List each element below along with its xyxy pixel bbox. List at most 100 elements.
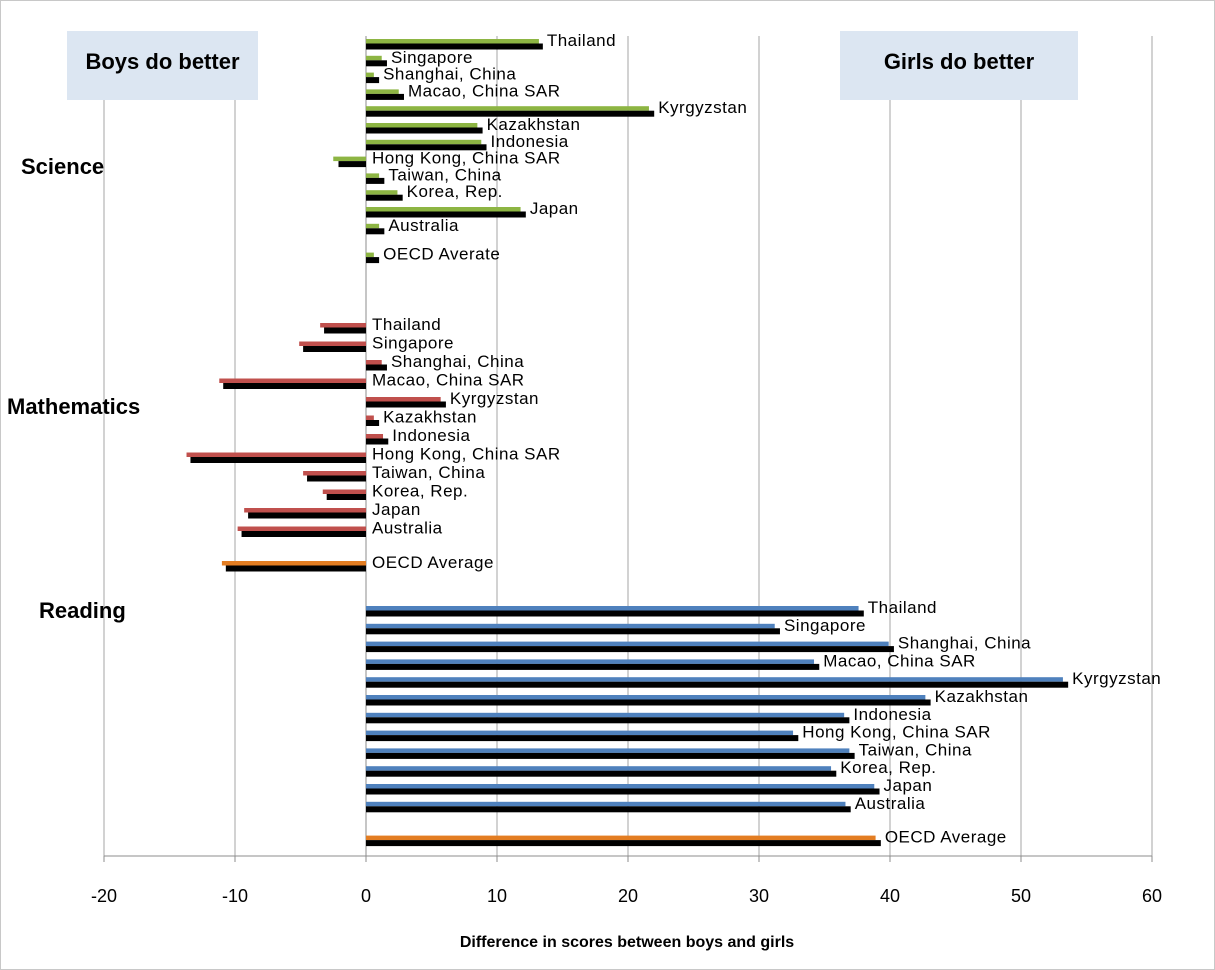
bar-label-mathematics-singapore: Singapore [372, 334, 454, 353]
bar-reading-kazakhstan-colored [366, 695, 926, 700]
x-tick-label: 40 [880, 886, 900, 906]
bar-label-reading-singapore: Singapore [784, 616, 866, 635]
bar-reading-shanghai-china-colored [366, 641, 889, 647]
bar-label-reading-shanghai-china: Shanghai, China [898, 634, 1031, 653]
bar-label-science-taiwan-china: Taiwan, China [388, 165, 501, 184]
bar-mathematics-korea-rep-black [326, 494, 366, 500]
section-labels: Science Mathematics Reading [7, 154, 140, 623]
bar-science-indonesia-black [366, 144, 487, 151]
bar-reading-japan-black [366, 788, 880, 795]
bar-reading-thailand-black [366, 610, 864, 617]
bar-reading-thailand-colored [366, 606, 859, 611]
bar-mathematics-kazakhstan-colored [366, 415, 374, 420]
bar-reading-oecd-average-colored [366, 835, 876, 841]
bar-mathematics-hong-kong-china-sar-colored [186, 452, 366, 457]
bar-mathematics-singapore-black [303, 346, 366, 352]
bar-label-mathematics-oecd-average: OECD Average [372, 553, 494, 572]
girls-do-better-callout: Girls do better [884, 49, 1035, 74]
bar-mathematics-macao-china-sar-black [223, 383, 366, 389]
bar-mathematics-thailand-colored [320, 323, 366, 328]
bar-science-hong-kong-china-sar-colored [333, 156, 366, 162]
x-tick-label: 10 [487, 886, 507, 906]
bar-reading-macao-china-sar-black [366, 663, 820, 670]
bar-science-kyrgyzstan-colored [366, 106, 649, 111]
bar-reading-kazakhstan-black [366, 699, 931, 706]
bar-label-reading-korea-rep: Korea, Rep. [840, 758, 936, 777]
section-label-reading: Reading [39, 598, 126, 623]
bar-mathematics-kyrgyzstan-black [366, 401, 446, 408]
bar-label-mathematics-kazakhstan: Kazakhstan [383, 408, 477, 427]
bar-mathematics-thailand-black [324, 327, 366, 334]
x-tick-label: -20 [91, 886, 117, 906]
bar-mathematics-macao-china-sar-colored [219, 378, 366, 383]
bar-reading-korea-rep-colored [366, 766, 832, 771]
callouts: Boys do better Girls do better [67, 31, 1078, 100]
bar-label-science-thailand: Thailand [547, 31, 616, 50]
bar-mathematics-australia-black [241, 531, 366, 537]
bar-science-macao-china-sar-black [366, 93, 404, 100]
bar-mathematics-indonesia-black [366, 438, 389, 445]
bar-reading-singapore-colored [366, 623, 775, 629]
bar-reading-indonesia-colored [366, 712, 845, 718]
bar-science-kazakhstan-black [366, 127, 483, 134]
bars [186, 39, 1069, 847]
bar-mathematics-taiwan-china-black [307, 475, 366, 482]
bar-label-reading-taiwan-china: Taiwan, China [859, 740, 972, 759]
x-tick-label: 20 [618, 886, 638, 906]
bar-reading-taiwan-china-black [366, 752, 855, 759]
bar-science-taiwan-china-colored [366, 173, 380, 178]
section-label-science: Science [21, 154, 104, 179]
bar-reading-indonesia-black [366, 717, 850, 724]
bar-science-japan-black [366, 211, 526, 218]
bar-reading-hong-kong-china-sar-colored [366, 730, 794, 736]
bar-label-science-oecd-averate: OECD Averate [383, 245, 500, 264]
bar-label-mathematics-hong-kong-china-sar: Hong Kong, China SAR [372, 445, 561, 464]
boys-do-better-callout-box [67, 31, 258, 100]
bar-reading-shanghai-china-black [366, 646, 894, 653]
bar-science-australia-colored [366, 223, 380, 229]
bar-mathematics-indonesia-colored [366, 434, 384, 439]
x-tick-label: 30 [749, 886, 769, 906]
section-label-mathematics: Mathematics [7, 394, 140, 419]
bar-label-science-shanghai-china: Shanghai, China [383, 65, 516, 84]
bar-science-shanghai-china-black [366, 77, 380, 84]
bar-label-reading-kazakhstan: Kazakhstan [935, 687, 1029, 706]
bar-label-mathematics-australia: Australia [372, 519, 443, 538]
bar-science-australia-black [366, 228, 385, 235]
bar-science-thailand-colored [366, 39, 539, 44]
bar-mathematics-taiwan-china-colored [303, 471, 366, 476]
bar-label-reading-indonesia: Indonesia [853, 705, 931, 724]
girls-do-better-callout-box [840, 31, 1078, 100]
bar-science-korea-rep-black [366, 194, 403, 201]
bar-science-oecd-averate-black [366, 257, 380, 264]
bar-science-oecd-averate-colored [366, 252, 374, 258]
boys-do-better-callout: Boys do better [85, 49, 239, 74]
bar-label-reading-japan: Japan [884, 776, 933, 795]
gridlines [103, 36, 1153, 856]
bar-reading-australia-colored [366, 801, 846, 807]
x-axis-title: Difference in scores between boys and gi… [460, 934, 794, 951]
bar-science-thailand-black [366, 43, 543, 50]
bar-reading-korea-rep-black [366, 770, 837, 777]
bar-label-mathematics-korea-rep: Korea, Rep. [372, 482, 468, 501]
bar-reading-kyrgyzstan-black [366, 681, 1069, 688]
bar-science-shanghai-china-colored [366, 72, 374, 78]
bar-reading-kyrgyzstan-colored [366, 677, 1063, 682]
bar-label-science-japan: Japan [530, 199, 579, 218]
bar-reading-japan-colored [366, 784, 875, 789]
bar-mathematics-kazakhstan-black [366, 420, 380, 426]
bar-science-taiwan-china-black [366, 177, 385, 184]
bar-reading-australia-black [366, 806, 851, 813]
bar-science-macao-china-sar-colored [366, 89, 399, 94]
bar-mathematics-kyrgyzstan-colored [366, 397, 441, 402]
x-axis: -20 -10 0 10 20 30 40 50 60 Difference in scores … [91, 855, 1162, 951]
bar-label-mathematics-indonesia: Indonesia [392, 426, 470, 445]
bar-label-reading-macao-china-sar: Macao, China SAR [823, 651, 976, 670]
bar-science-hong-kong-china-sar-black [338, 161, 366, 168]
x-tick-label: 50 [1011, 886, 1031, 906]
x-tick-label: 60 [1142, 886, 1162, 906]
bar-mathematics-japan-black [248, 512, 366, 519]
bar-label-science-australia: Australia [388, 216, 459, 235]
